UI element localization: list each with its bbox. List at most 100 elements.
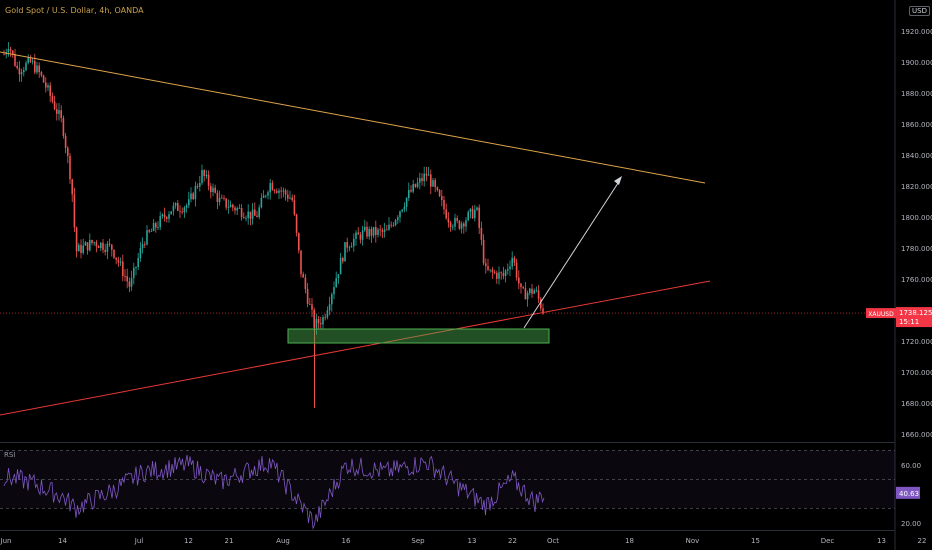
candle	[183, 205, 186, 218]
candle	[260, 193, 263, 209]
candle	[284, 188, 287, 201]
y-tick-label: 1680.000	[901, 400, 932, 408]
candle	[119, 257, 122, 266]
candle	[36, 61, 38, 75]
candle	[111, 244, 113, 257]
projection-arrow[interactable]	[523, 179, 621, 329]
candle	[419, 172, 421, 190]
candle	[364, 219, 366, 233]
candle	[524, 282, 527, 300]
currency-badge[interactable]: USD	[909, 6, 930, 16]
candle	[474, 204, 476, 222]
candle	[344, 241, 346, 262]
rsi-label: RSI	[4, 451, 16, 459]
candle	[537, 285, 540, 303]
candle	[491, 266, 494, 279]
x-tick-label: 15	[751, 537, 760, 545]
candle	[53, 95, 56, 111]
candle	[214, 184, 216, 194]
candle	[300, 250, 302, 278]
x-tick-label: Aug	[276, 537, 290, 545]
candle	[331, 292, 333, 312]
candle	[137, 252, 139, 271]
symbol-title: Gold Spot / U.S. Dollar, 4h, OANDA	[5, 6, 144, 15]
candle	[408, 182, 410, 201]
candle	[58, 103, 60, 121]
candle	[78, 242, 80, 252]
candle	[18, 60, 21, 82]
candle	[139, 241, 142, 262]
candle	[520, 283, 522, 294]
candle	[372, 227, 375, 239]
candle	[42, 74, 45, 83]
candle	[190, 187, 192, 203]
candle	[251, 202, 254, 225]
candle	[529, 287, 531, 296]
candle	[397, 215, 399, 224]
rsi-value-tag[interactable]: 40.63	[896, 486, 920, 499]
candle	[355, 230, 357, 246]
candle	[447, 212, 450, 228]
candle	[465, 217, 467, 232]
drawings[interactable]	[0, 51, 895, 416]
demand-zone[interactable]	[287, 328, 550, 344]
candle	[348, 245, 351, 252]
candle	[278, 188, 280, 200]
price-axis[interactable]: 1920.000 1900.000 1880.000 1860.000 1840.000…	[866, 28, 932, 528]
candle	[496, 270, 498, 284]
candle	[449, 220, 452, 232]
candle	[346, 237, 348, 253]
candle	[421, 173, 423, 186]
candle	[201, 164, 203, 186]
candle	[485, 258, 487, 274]
candle	[150, 228, 153, 232]
candle	[51, 92, 54, 104]
support-trendline[interactable]	[0, 280, 711, 416]
candle	[401, 209, 403, 213]
candle	[386, 224, 388, 231]
x-tick-label: 14	[58, 537, 67, 545]
candle	[157, 221, 159, 231]
candle	[350, 242, 353, 248]
candle	[60, 105, 62, 123]
y-tick-label: 1860.000	[901, 121, 932, 129]
candle	[311, 298, 313, 318]
candle	[163, 207, 166, 222]
candle	[280, 186, 282, 199]
y-tick-label: 1720.000	[901, 338, 932, 346]
x-tick-label: 22	[508, 537, 517, 545]
candle	[73, 187, 76, 233]
x-tick-label: 22	[918, 537, 927, 545]
candle	[196, 183, 199, 190]
candle	[304, 274, 307, 294]
candle	[295, 213, 298, 237]
candle	[298, 232, 300, 254]
candle	[507, 263, 509, 275]
candle	[267, 190, 269, 200]
candle	[133, 262, 135, 285]
candle	[265, 194, 267, 199]
resistance-trendline[interactable]	[0, 51, 706, 184]
candle	[478, 204, 480, 235]
candle	[80, 239, 82, 259]
candle	[359, 232, 362, 244]
candle	[179, 205, 181, 219]
candle	[174, 202, 177, 209]
y-tick-label: 1900.000	[901, 59, 932, 67]
time-axis[interactable]: Jun 14 Jul 12 21 Aug 16 Sep 13 22 Oct 18 Nov 15 Dec 13 2…	[0, 537, 926, 545]
x-tick-label: Oct	[547, 537, 559, 545]
candle	[379, 225, 381, 237]
candle	[168, 211, 170, 223]
candle	[480, 221, 483, 246]
candle	[188, 191, 190, 209]
candle	[71, 178, 73, 203]
x-tick-label: Nov	[686, 537, 700, 545]
candle	[269, 178, 271, 200]
candle	[511, 251, 513, 270]
candle	[306, 283, 309, 308]
candle	[513, 255, 516, 267]
candle	[456, 215, 458, 224]
y-tick-label: 1840.000	[901, 152, 932, 160]
